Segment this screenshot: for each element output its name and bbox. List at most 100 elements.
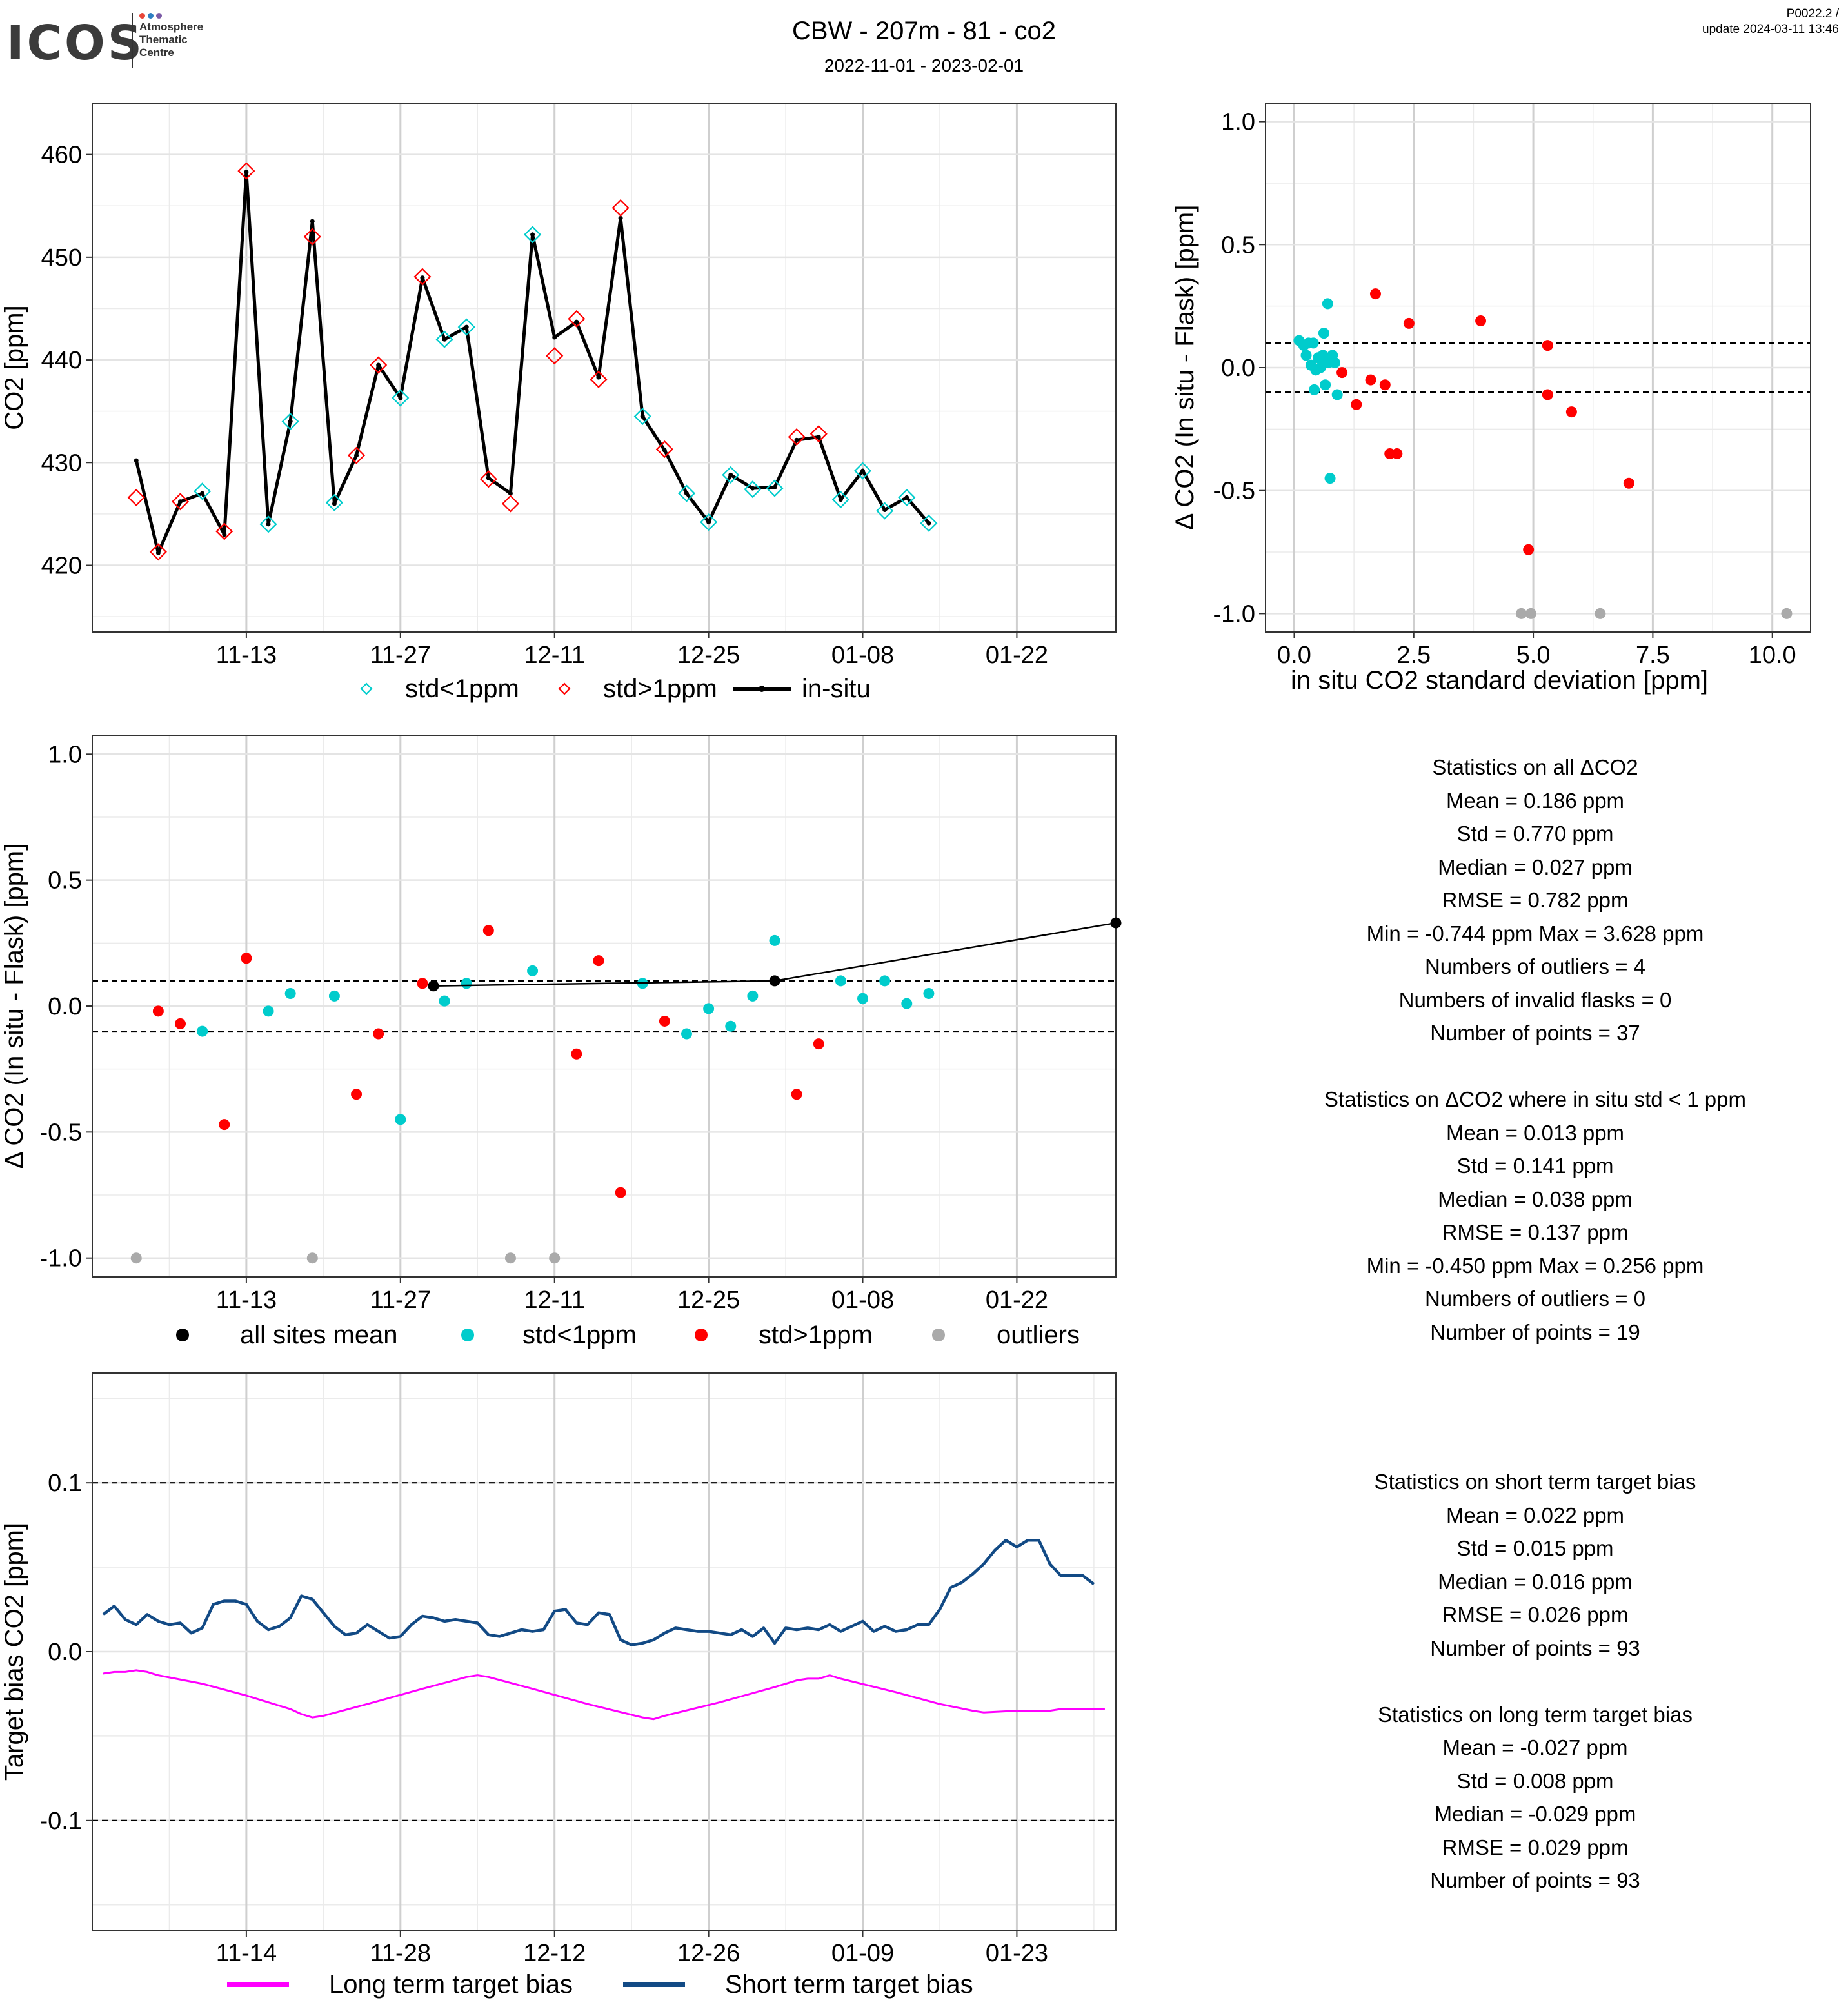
x-tick-label: 01-09 <box>831 1940 894 1967</box>
x-tick-label: 10.0 <box>1749 642 1796 669</box>
flask-std-lt-1-point <box>700 513 718 531</box>
outlier-point <box>1595 608 1606 619</box>
legend-key-insitu-dot <box>759 686 765 692</box>
insitu-point <box>155 550 161 555</box>
flask-std-lt-1-point <box>457 318 475 336</box>
flask-std-gt-1-point <box>370 356 388 374</box>
y-tick-label: -0.5 <box>40 1119 82 1146</box>
legend: std<1ppm std>1ppm in-situ <box>360 675 871 703</box>
x-axis-label: in situ CO2 standard deviation [ppm] <box>1291 666 1708 695</box>
x-tick-label: 01-23 <box>986 1940 1048 1967</box>
flask-std-lt-1-point <box>744 480 762 499</box>
insitu-point <box>178 499 183 504</box>
stat-line <box>1226 1665 1845 1698</box>
insitu-point <box>750 486 755 491</box>
std-gt-1-point <box>351 1089 363 1100</box>
y-tick-label: 430 <box>41 450 82 477</box>
stat-line: Min = -0.450 ppm Max = 0.256 ppm <box>1366 1253 1704 1278</box>
flask-std-gt-1-point <box>237 162 255 180</box>
co2-timeseries-chart: 11-13 11-27 12-11 12-25 01-08 01-22 420 430 440 4… <box>0 103 1117 703</box>
x-tick-label: 11-13 <box>216 642 277 669</box>
x-tick-label: 12-26 <box>677 1940 740 1967</box>
insitu-point <box>244 170 249 175</box>
x-tick-label: 11-28 <box>370 1940 431 1967</box>
std-lt-1-point <box>1324 473 1336 484</box>
insitu-point <box>728 472 733 477</box>
insitu-point <box>266 522 271 527</box>
insitu-point <box>530 232 535 237</box>
plot-panel <box>92 103 1116 632</box>
insitu-point <box>662 448 667 453</box>
stat-line: Statistics on short term target bias <box>1374 1470 1696 1494</box>
stat-line: Number of points = 93 <box>1430 1636 1640 1660</box>
x-tick-label: 0.0 <box>1277 642 1311 669</box>
insitu-point <box>310 219 315 224</box>
insitu-point <box>904 495 909 500</box>
x-tick-label: 01-22 <box>986 1287 1048 1314</box>
insitu-point <box>552 335 557 340</box>
y-tick-label: 1.0 <box>48 741 82 768</box>
y-tick-label: 1.0 <box>1221 109 1255 136</box>
update-timestamp: update 2024-03-11 13:46 <box>1702 23 1839 36</box>
flask-std-gt-1-point <box>611 199 630 217</box>
insitu-point <box>684 491 689 496</box>
statistics-target-bias: Statistics on short term target bias Mean… <box>1226 1465 1845 1897</box>
stat-line: Mean = 0.186 ppm <box>1446 788 1625 813</box>
std-lt-1-point <box>1309 384 1320 395</box>
std-gt-1-point <box>1623 477 1634 489</box>
flask-std-lt-1-point <box>722 466 740 484</box>
flask-std-gt-1-point <box>127 488 145 506</box>
std-lt-1-point <box>879 975 891 987</box>
stat-line: RMSE = 0.029 ppm <box>1442 1835 1629 1859</box>
flask-std-gt-1-point <box>788 428 806 446</box>
insitu-point <box>398 395 403 400</box>
insitu-point <box>794 437 799 442</box>
y-tick-label: 0.5 <box>48 867 82 895</box>
x-tick-label: 12-25 <box>677 642 740 669</box>
std-gt-1-point <box>1336 367 1348 379</box>
x-tick-label: 5.0 <box>1516 642 1551 669</box>
std-gt-1-point <box>482 925 494 936</box>
insitu-point <box>332 501 337 506</box>
flask-std-gt-1-point <box>655 440 673 459</box>
insitu-point <box>508 491 513 496</box>
flask-std-lt-1-point <box>766 479 784 497</box>
icos-logo: ICOS Atmosphere Thematic Centre <box>6 8 219 72</box>
y-tick-label: 450 <box>41 244 82 272</box>
stat-line: Statistics on ΔCO2 where in situ std < 1… <box>1324 1087 1746 1111</box>
y-axis-label: Δ CO2 (In situ - Flask) [ppm] <box>0 844 28 1169</box>
flask-std-gt-1-point <box>546 347 564 365</box>
std-lt-1-point <box>681 1028 692 1040</box>
stat-line: Std = 0.770 ppm <box>1456 822 1614 845</box>
y-tick-label: 0.0 <box>48 993 82 1020</box>
std-gt-1-point <box>615 1187 626 1198</box>
std-lt-1-point <box>857 993 869 1004</box>
flask-std-lt-1-point <box>677 484 696 502</box>
stat-line: Std = 0.141 ppm <box>1456 1154 1614 1178</box>
stat-line: Numbers of invalid flasks = 0 <box>1398 987 1672 1012</box>
legend-label: outliers <box>997 1321 1080 1349</box>
x-tick-label: 11-27 <box>370 642 431 669</box>
std-gt-1-point <box>1565 406 1577 418</box>
insitu-point <box>442 337 447 342</box>
flask-std-lt-1-point <box>633 408 651 426</box>
std-lt-1-point <box>1318 328 1329 339</box>
logo-dot <box>148 13 154 19</box>
x-tick-label: 01-22 <box>986 642 1048 669</box>
logo-sub-line: Centre <box>139 46 174 59</box>
stat-line: Number of points = 19 <box>1430 1320 1640 1344</box>
all-sites-mean-point <box>769 975 780 987</box>
std-lt-1-point <box>1307 337 1319 349</box>
insitu-point <box>816 434 821 439</box>
page-title: CBW - 207m - 81 - co2 <box>791 17 1056 45</box>
legend-key-all-sites-mean <box>176 1329 189 1341</box>
std-lt-1-point <box>461 978 472 989</box>
std-lt-1-point <box>197 1025 208 1037</box>
legend-key-outliers <box>932 1329 945 1341</box>
y-tick-label: 420 <box>41 553 82 580</box>
all-sites-mean-point <box>1110 917 1122 929</box>
flask-std-gt-1-point <box>590 370 608 388</box>
stat-line: Numbers of outliers = 4 <box>1424 954 1646 978</box>
std-gt-1-point <box>373 1028 384 1040</box>
y-tick-label: 440 <box>41 347 82 374</box>
